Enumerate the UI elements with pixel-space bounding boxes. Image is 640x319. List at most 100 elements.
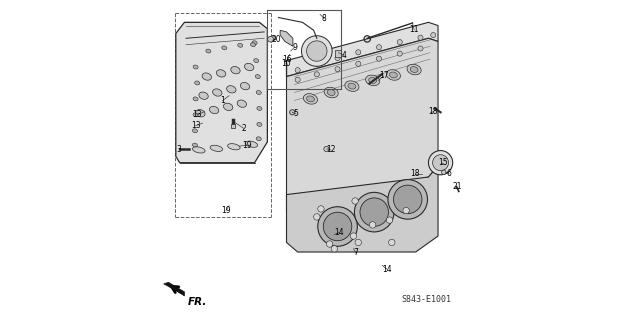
- Text: 16: 16: [282, 55, 292, 63]
- Text: 12: 12: [326, 145, 335, 154]
- Circle shape: [418, 35, 423, 40]
- Text: 5: 5: [294, 109, 298, 118]
- Ellipse shape: [390, 72, 397, 78]
- Ellipse shape: [257, 122, 262, 126]
- Ellipse shape: [324, 87, 338, 98]
- Circle shape: [356, 50, 361, 55]
- Text: 21: 21: [452, 182, 462, 191]
- Circle shape: [360, 198, 388, 226]
- Polygon shape: [176, 22, 268, 163]
- Ellipse shape: [202, 73, 211, 80]
- Circle shape: [301, 36, 332, 66]
- Ellipse shape: [216, 70, 226, 77]
- Ellipse shape: [222, 46, 227, 50]
- Ellipse shape: [257, 107, 262, 110]
- Ellipse shape: [369, 78, 376, 83]
- Ellipse shape: [307, 96, 314, 102]
- Text: 20: 20: [271, 35, 281, 44]
- Ellipse shape: [253, 59, 259, 63]
- Circle shape: [290, 110, 295, 115]
- Ellipse shape: [365, 75, 380, 86]
- Circle shape: [428, 151, 452, 175]
- Circle shape: [433, 155, 449, 171]
- Circle shape: [270, 36, 275, 41]
- Circle shape: [369, 222, 376, 228]
- Text: 14: 14: [382, 265, 392, 274]
- Text: 1: 1: [220, 96, 225, 105]
- Ellipse shape: [387, 70, 401, 80]
- Circle shape: [268, 36, 273, 42]
- Ellipse shape: [327, 90, 335, 95]
- Text: 9: 9: [292, 43, 297, 52]
- Ellipse shape: [255, 75, 260, 78]
- Text: 10: 10: [281, 59, 291, 68]
- Circle shape: [431, 33, 436, 38]
- Text: 18: 18: [410, 169, 419, 178]
- Circle shape: [442, 170, 446, 174]
- Text: 13: 13: [191, 121, 200, 130]
- Circle shape: [350, 233, 356, 239]
- Ellipse shape: [252, 41, 257, 45]
- Text: 8: 8: [322, 14, 326, 23]
- Polygon shape: [287, 38, 438, 211]
- Circle shape: [387, 217, 393, 223]
- Circle shape: [388, 180, 428, 219]
- Polygon shape: [164, 282, 184, 296]
- Circle shape: [318, 206, 324, 212]
- Text: 2: 2: [241, 124, 246, 133]
- Ellipse shape: [345, 81, 359, 92]
- Text: 11: 11: [410, 25, 419, 34]
- Circle shape: [397, 40, 403, 45]
- Circle shape: [352, 198, 358, 204]
- Ellipse shape: [256, 137, 261, 141]
- Circle shape: [355, 192, 394, 232]
- Ellipse shape: [193, 147, 205, 153]
- Ellipse shape: [193, 97, 198, 101]
- Text: 19: 19: [242, 141, 252, 150]
- Circle shape: [295, 68, 300, 73]
- Ellipse shape: [237, 43, 243, 47]
- Polygon shape: [287, 166, 438, 252]
- Text: 17: 17: [379, 71, 388, 80]
- Ellipse shape: [193, 113, 198, 117]
- Circle shape: [314, 214, 320, 220]
- Ellipse shape: [244, 63, 254, 70]
- Ellipse shape: [206, 49, 211, 53]
- Circle shape: [318, 207, 357, 246]
- Ellipse shape: [231, 67, 240, 74]
- Text: 13: 13: [193, 110, 202, 119]
- Circle shape: [388, 239, 395, 246]
- Ellipse shape: [245, 141, 258, 147]
- Ellipse shape: [193, 143, 198, 147]
- Circle shape: [394, 185, 422, 214]
- Circle shape: [355, 239, 362, 246]
- Text: 14: 14: [334, 228, 344, 237]
- Ellipse shape: [237, 100, 246, 107]
- Circle shape: [335, 56, 340, 61]
- Circle shape: [314, 72, 319, 77]
- Circle shape: [324, 146, 329, 152]
- Text: 19: 19: [221, 206, 230, 215]
- Ellipse shape: [228, 144, 240, 150]
- Text: 6: 6: [447, 169, 452, 178]
- Text: 15: 15: [438, 158, 447, 167]
- Text: 18: 18: [429, 107, 438, 116]
- Circle shape: [314, 61, 319, 66]
- Ellipse shape: [303, 93, 317, 104]
- Circle shape: [356, 61, 361, 66]
- Ellipse shape: [193, 65, 198, 69]
- Circle shape: [376, 56, 381, 61]
- Circle shape: [326, 241, 333, 247]
- Ellipse shape: [212, 89, 222, 96]
- Ellipse shape: [223, 103, 233, 110]
- Ellipse shape: [193, 129, 198, 133]
- Polygon shape: [280, 30, 293, 46]
- Ellipse shape: [250, 43, 255, 47]
- Ellipse shape: [210, 145, 223, 152]
- Ellipse shape: [209, 107, 219, 114]
- Text: S843-E1001: S843-E1001: [402, 295, 452, 304]
- Circle shape: [307, 41, 327, 61]
- Circle shape: [331, 246, 337, 252]
- Circle shape: [418, 46, 423, 51]
- Ellipse shape: [227, 86, 236, 93]
